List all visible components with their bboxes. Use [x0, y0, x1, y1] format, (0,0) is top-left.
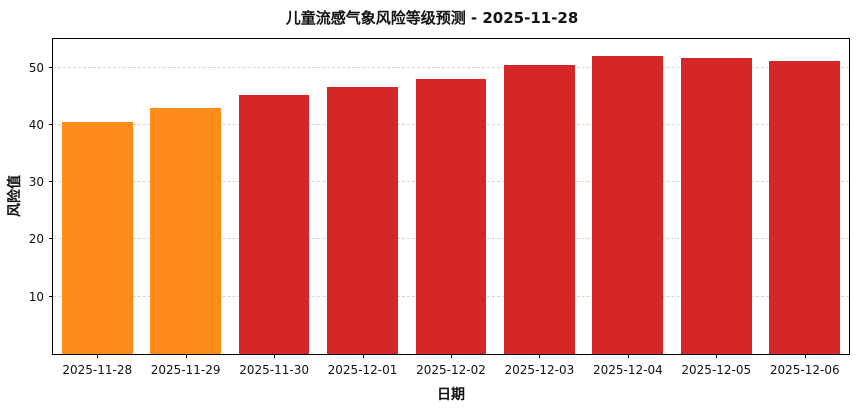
bar-2025-12-06 — [769, 60, 841, 354]
y-tick-mark-20 — [49, 238, 53, 240]
x-tick-mark — [185, 354, 187, 358]
x-tick-label-2025-11-30: 2025-11-30 — [230, 354, 318, 377]
bar-series — [53, 39, 849, 354]
y-tick-label-30: 30 — [28, 175, 44, 190]
plot-area: 10 20 30 40 50 2025-11-28 2025-11-29 2025-11-3… — [29, 38, 850, 377]
bar-slot — [53, 39, 141, 354]
y-axis-label: 风险值 — [7, 175, 23, 217]
bar-2025-12-04 — [592, 56, 664, 354]
y-tick-mark-30 — [49, 181, 53, 183]
bar-2025-12-01 — [327, 87, 398, 354]
y-tick-mark-10 — [49, 295, 53, 297]
bar-2025-12-02 — [415, 79, 487, 354]
y-tick-mark-50 — [49, 66, 53, 68]
x-tick-label-2025-12-03: 2025-12-03 — [495, 354, 583, 377]
x-axis-ticks: 2025-11-28 2025-11-29 2025-11-30 2025-12-01… — [53, 354, 849, 377]
x-tick-label-2025-12-06: 2025-12-06 — [761, 354, 849, 377]
bar-2025-12-05 — [680, 57, 752, 354]
x-tick-label-2025-12-04: 2025-12-04 — [584, 354, 672, 377]
bar-2025-12-03 — [504, 64, 575, 354]
bar-slot — [672, 39, 760, 354]
y-tick-label-50: 50 — [28, 60, 44, 75]
bar-slot — [230, 39, 318, 354]
bar-2025-11-29 — [150, 107, 222, 354]
x-tick-mark — [97, 354, 99, 358]
chart-title: 儿童流感气象风险等级预测 - 2025-11-28 — [285, 9, 579, 27]
y-tick-mark-40 — [49, 123, 53, 125]
bar-slot — [761, 39, 849, 354]
x-tick-mark — [804, 354, 806, 358]
bar-slot — [407, 39, 495, 354]
bar-slot — [318, 39, 406, 354]
bar-2025-11-28 — [61, 122, 133, 354]
x-tick-label-2025-11-29: 2025-11-29 — [141, 354, 229, 377]
bar-slot — [495, 39, 583, 354]
x-tick-mark — [274, 354, 276, 358]
x-tick-label-2025-12-01: 2025-12-01 — [318, 354, 406, 377]
bar-slot — [584, 39, 672, 354]
x-tick-label-2025-12-05: 2025-12-05 — [672, 354, 760, 377]
x-tick-mark — [716, 354, 718, 358]
x-tick-mark — [362, 354, 364, 358]
x-tick-label-2025-12-02: 2025-12-02 — [407, 354, 495, 377]
y-tick-label-40: 40 — [28, 117, 44, 132]
y-tick-label-10: 10 — [28, 289, 44, 304]
bar-slot — [141, 39, 229, 354]
x-tick-mark — [450, 354, 452, 358]
x-tick-mark — [539, 354, 541, 358]
x-axis-label: 日期 — [437, 387, 465, 403]
x-tick-label-2025-11-28: 2025-11-28 — [53, 354, 141, 377]
y-tick-label-20: 20 — [28, 232, 44, 247]
bar-2025-11-30 — [238, 95, 310, 354]
gridline-50 — [53, 66, 849, 68]
x-tick-mark — [627, 354, 629, 358]
